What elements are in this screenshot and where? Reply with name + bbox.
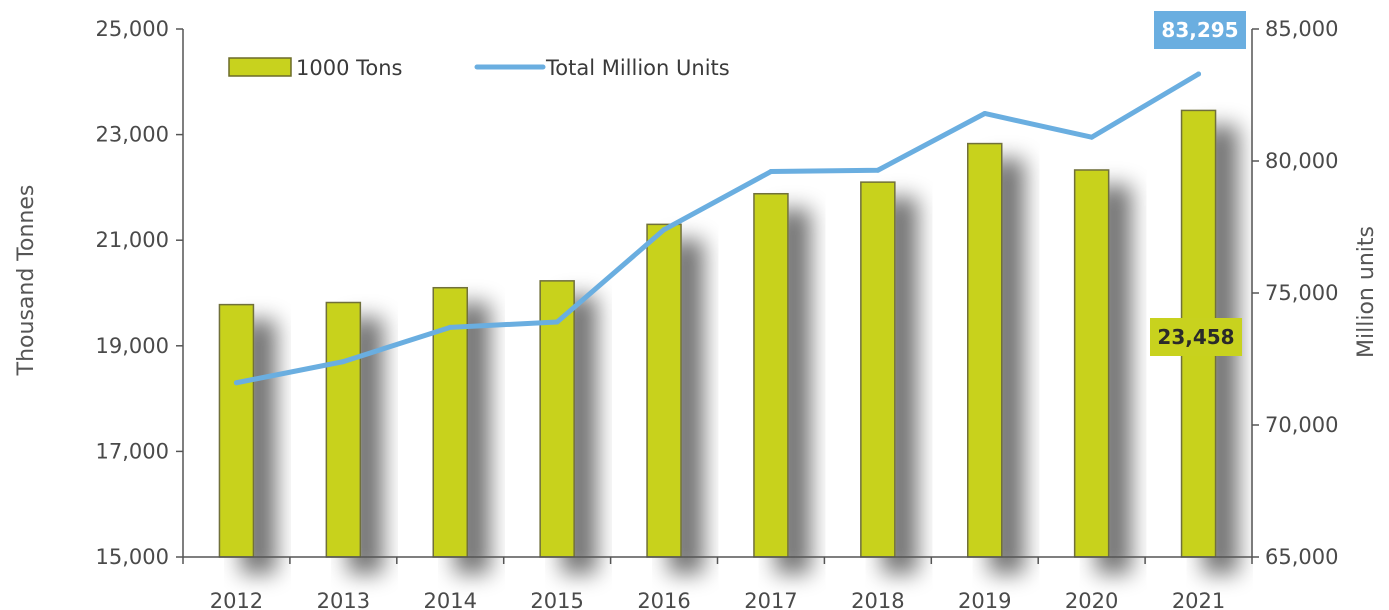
line-point-2020 xyxy=(1089,134,1095,140)
data-label-text: 83,295 xyxy=(1161,18,1238,42)
line-layer xyxy=(233,71,1202,386)
legend: 1000 Tons Total Million Units xyxy=(228,56,730,80)
x-tick-label: 2020 xyxy=(1065,589,1118,610)
line-total-million-units xyxy=(233,71,1202,386)
legend-swatch-bars xyxy=(228,57,292,77)
data-label-line-2021: 83,295 xyxy=(1154,11,1246,49)
line-point-2018 xyxy=(875,167,881,173)
x-tick-label: 2015 xyxy=(530,589,583,610)
data-label-bar-2021: 23,458 xyxy=(1150,318,1242,356)
line-point-2021 xyxy=(1196,71,1202,77)
legend-label-line: Total Million Units xyxy=(545,56,730,80)
left-tick-label: 17,000 xyxy=(96,439,169,463)
data-label-text: 23,458 xyxy=(1157,325,1234,349)
x-tick-label: 2017 xyxy=(744,589,797,610)
bar-2020 xyxy=(1073,169,1110,558)
line-point-2015 xyxy=(554,319,560,325)
right-axis-title: Million units xyxy=(1354,226,1379,358)
line-point-2014 xyxy=(447,324,453,330)
right-tick-label: 70,000 xyxy=(1265,413,1338,437)
right-tick-label: 75,000 xyxy=(1265,281,1338,305)
x-tick-label: 2019 xyxy=(958,589,1011,610)
x-tick-label: 2018 xyxy=(851,589,904,610)
bar-2018 xyxy=(860,181,896,558)
bar-2013 xyxy=(325,301,362,558)
data-label-box xyxy=(1154,11,1246,49)
right-tick-label: 85,000 xyxy=(1265,17,1338,41)
data-label-box xyxy=(1150,318,1242,356)
bar-2016 xyxy=(646,223,682,558)
line-point-2017 xyxy=(768,169,774,175)
left-tick-label: 21,000 xyxy=(96,228,169,252)
legend-label-bars: 1000 Tons xyxy=(296,56,402,80)
left-tick-label: 15,000 xyxy=(96,545,169,569)
right-tick-label: 65,000 xyxy=(1265,545,1338,569)
x-tick-label: 2021 xyxy=(1172,589,1225,610)
bar-2012 xyxy=(218,303,255,558)
line-point-2012 xyxy=(233,380,239,386)
bar-2019 xyxy=(967,142,1003,558)
left-tick-label: 19,000 xyxy=(96,334,169,358)
left-tick-label: 23,000 xyxy=(96,123,169,147)
x-tick-label: 2014 xyxy=(424,589,477,610)
left-axis-title: Thousand Tonnes xyxy=(14,185,39,377)
x-tick-label: 2016 xyxy=(637,589,690,610)
line-point-2016 xyxy=(661,227,667,233)
callouts-layer: 83,295 23,458 xyxy=(1150,11,1246,356)
line-point-2019 xyxy=(982,110,988,116)
x-tick-label: 2013 xyxy=(317,589,370,610)
right-tick-label: 80,000 xyxy=(1265,149,1338,173)
x-tick-label: 2012 xyxy=(210,589,263,610)
line-point-2013 xyxy=(340,359,346,365)
ticks-layer: 15,000 17,000 19,000 21,000 23,000 25,000 65,0… xyxy=(96,17,1339,610)
left-tick-label: 25,000 xyxy=(96,17,169,41)
bar-2017 xyxy=(753,192,789,558)
bar-2015 xyxy=(539,280,575,558)
bars-layer xyxy=(218,109,1217,558)
